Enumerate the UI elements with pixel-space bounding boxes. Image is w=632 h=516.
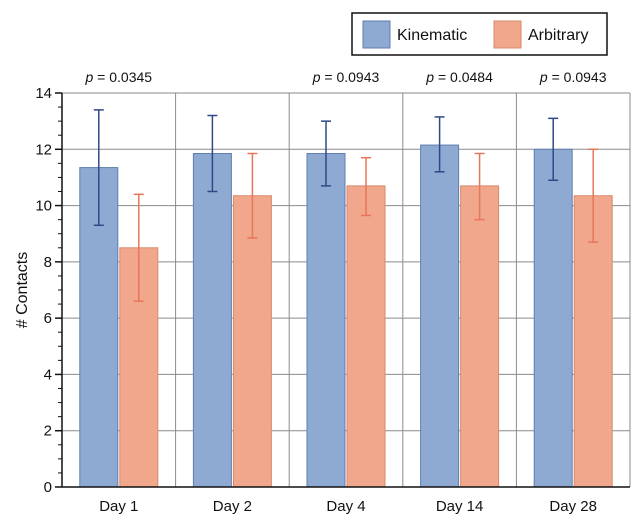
bar-kinematic-day-4 [306,153,346,488]
legend-label-kinematic: Kinematic [397,27,467,44]
p-value-annotation: p = 0.0484 [425,69,493,85]
x-tick-label: Day 2 [213,498,252,515]
bar-arbitrary-day-14 [460,185,500,488]
legend: Kinematic Arbitrary [351,12,608,56]
legend-swatch-arbitrary [493,20,522,49]
p-value-annotation: p = 0.0943 [539,69,607,85]
annotations: p = 0.0345 p = 0.0943 p = 0.0484 p = 0.0943 [85,69,607,85]
y-tick-label: 10 [35,198,52,215]
p-value-annotation: p = 0.0943 [312,69,380,85]
x-ticks: Day 1 Day 2 Day 4 Day 14 Day 28 [99,498,597,515]
legend-label-arbitrary: Arbitrary [528,27,588,44]
x-tick-label: Day 4 [326,498,365,515]
legend-swatch-kinematic [362,20,391,49]
p-value-annotation: p = 0.0345 [85,69,153,85]
bar-arbitrary-day-28 [573,195,613,488]
y-tick-label: 0 [44,479,52,496]
y-axis-title: # Contacts [14,252,31,328]
y-tick-label: 12 [35,141,52,158]
bar-kinematic-day-2 [192,153,232,488]
x-tick-label: Day 28 [549,498,597,515]
bar-kinematic-day-14 [420,144,460,488]
y-ticks: 0 2 4 6 8 10 12 14 [35,85,62,496]
bars [79,109,613,488]
bar-arbitrary-day-4 [346,185,386,488]
bar-arbitrary-day-2 [232,195,272,488]
y-tick-label: 8 [44,254,52,271]
bar-kinematic-day-28 [533,148,573,488]
y-tick-label: 14 [35,85,52,102]
y-tick-label: 6 [44,310,52,327]
legend-box [351,12,608,56]
x-tick-label: Day 1 [99,498,138,515]
y-tick-label: 4 [44,366,52,383]
y-tick-label: 2 [44,423,52,440]
x-tick-label: Day 14 [436,498,484,515]
